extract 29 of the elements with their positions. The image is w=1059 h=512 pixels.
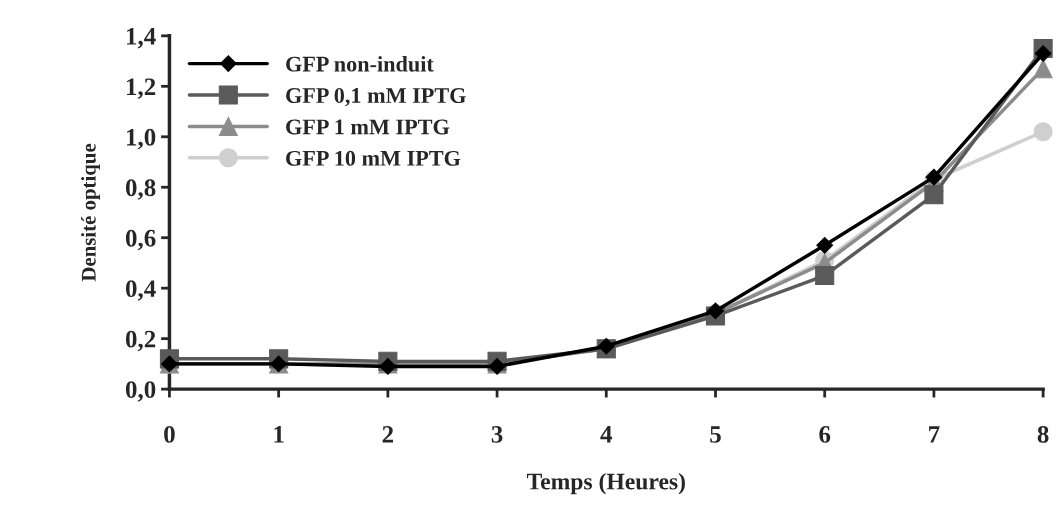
- point: [1034, 45, 1052, 62]
- y-tick-label: 1,4: [127, 28, 156, 49]
- legend-label: GFP 10 mM IPTG: [286, 150, 461, 166]
- legend-label: GFP non-induit: [286, 55, 434, 72]
- x-tick-label: 5: [710, 426, 721, 443]
- y-tick-label: 0,6: [125, 229, 156, 251]
- x-tick-label: 6: [819, 426, 831, 443]
- y-tick-label: 0,8: [125, 179, 156, 200]
- legend-label: GFP 0,1 mM IPTG: [286, 88, 466, 107]
- y-tick-label: 0,4: [125, 280, 156, 301]
- x-tick-label: 7: [929, 426, 940, 443]
- y-tick-label: 0,0: [125, 381, 156, 402]
- x-axis-title: Temps (Heures): [526, 472, 685, 495]
- point: [1033, 59, 1053, 79]
- point: [815, 266, 835, 286]
- y-tick-label: 1,2: [127, 78, 156, 99]
- x-tick-label: 2: [382, 426, 394, 443]
- y-tick-label: 1,0: [127, 128, 156, 150]
- x-tick-label: 0: [164, 425, 175, 443]
- y-axis-title: Densité optique: [81, 143, 100, 282]
- x-tick-label: 8: [1037, 425, 1049, 443]
- x-tick-label: 4: [600, 426, 613, 443]
- point: [1033, 122, 1053, 142]
- x-tick-label: 3: [491, 426, 503, 443]
- y-tick-label: 0,2: [125, 330, 156, 352]
- point: [816, 236, 834, 254]
- legend-label: GFP 1 mM IPTG: [286, 119, 450, 135]
- point: [924, 185, 944, 205]
- x-tick-label: 1: [274, 426, 284, 443]
